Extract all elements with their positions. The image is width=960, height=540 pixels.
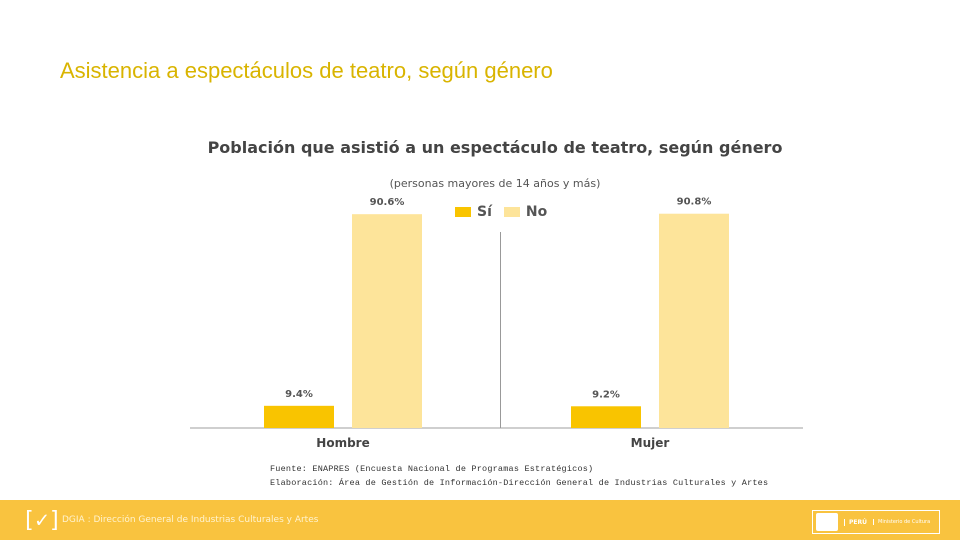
bar-no-mujer xyxy=(659,213,729,428)
bar-chart: 9.4% 90.6% Hombre 9.2% 90.8% Mujer xyxy=(190,197,803,450)
chart-subtitle: (personas mayores de 14 años y más) xyxy=(389,177,601,190)
chart-title: Población que asistió a un espectáculo d… xyxy=(207,138,783,157)
legend-label-si: Sí xyxy=(477,204,492,220)
badge-ministry: Ministerio de Cultura xyxy=(873,519,930,525)
coat-of-arms-icon xyxy=(816,513,838,531)
bar-si-hombre xyxy=(264,405,334,428)
footer-bar: [✓] DGIA : Dirección General de Industri… xyxy=(0,500,960,540)
ministry-logo-icon: [✓] xyxy=(22,508,62,533)
legend-item-no: No xyxy=(503,204,548,220)
bar-si-mujer xyxy=(571,406,641,428)
data-label-si-mujer: 9.2% xyxy=(592,389,620,400)
source-line: Fuente: ENAPRES (Encuesta Nacional de Pr… xyxy=(270,464,594,474)
chart-legend: Sí No xyxy=(455,204,559,220)
category-label-mujer: Mujer xyxy=(631,436,670,450)
data-label-si-hombre: 9.4% xyxy=(285,389,313,400)
ministry-badge: PERÚ Ministerio de Cultura xyxy=(812,510,940,534)
category-label-hombre: Hombre xyxy=(316,436,369,450)
data-label-no-hombre: 90.6% xyxy=(370,197,405,208)
data-label-no-mujer: 90.8% xyxy=(677,197,712,208)
elaboration-line: Elaboración: Área de Gestión de Informac… xyxy=(270,478,769,488)
legend-item-si: Sí xyxy=(455,204,492,220)
legend-swatch-no xyxy=(503,207,520,217)
legend-label-no: No xyxy=(525,204,548,220)
legend-swatch-si xyxy=(455,207,471,217)
source-note: Fuente: ENAPRES (Encuesta Nacional de Pr… xyxy=(270,462,768,490)
footer-text: DGIA : Dirección General de Industrias C… xyxy=(62,515,319,525)
bar-no-hombre xyxy=(352,214,422,428)
badge-peru: PERÚ xyxy=(844,518,867,526)
slide-title: Asistencia a espectáculos de teatro, seg… xyxy=(60,58,553,83)
